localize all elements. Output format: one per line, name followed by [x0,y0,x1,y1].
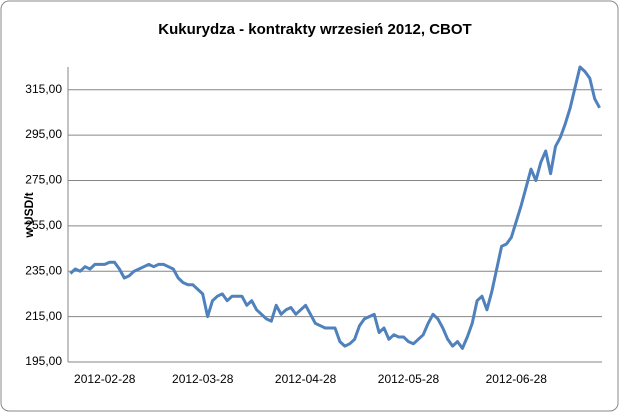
y-tick-label: 315,00 [25,82,62,96]
y-tick-label: 195,00 [25,354,62,368]
y-tick-label: 275,00 [25,173,62,187]
data-line [69,65,601,350]
x-tick-label: 2012-04-28 [275,372,337,386]
x-tick-label: 2012-05-28 [378,372,440,386]
x-tick-label: 2012-03-28 [172,372,234,386]
chart-title: Kukurydza - kontrakty wrzesień 2012, CBO… [158,21,471,38]
y-tick-label: 235,00 [25,263,62,277]
y-axis-label: w USD/t [22,192,36,238]
x-tick-label: 2012-06-28 [486,372,548,386]
x-tick-label: 2012-02-28 [74,372,136,386]
y-tick-label: 295,00 [25,127,62,141]
y-tick-label: 215,00 [25,309,62,323]
y-tick-label: 255,00 [25,218,62,232]
